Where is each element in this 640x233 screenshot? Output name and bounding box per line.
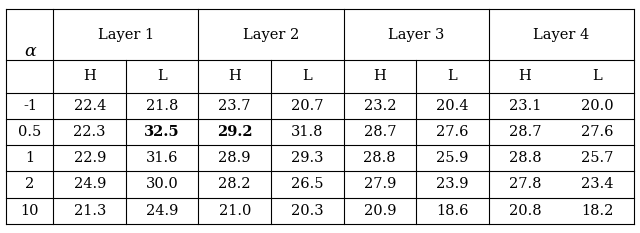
Text: 20.9: 20.9 <box>364 204 396 218</box>
Text: 28.7: 28.7 <box>364 125 396 139</box>
Text: 31.8: 31.8 <box>291 125 323 139</box>
Text: -1: -1 <box>23 99 37 113</box>
Text: 27.9: 27.9 <box>364 178 396 192</box>
Text: 23.1: 23.1 <box>509 99 541 113</box>
Text: 28.8: 28.8 <box>509 151 541 165</box>
Text: Layer 2: Layer 2 <box>243 27 299 41</box>
Text: 20.7: 20.7 <box>291 99 323 113</box>
Text: 22.3: 22.3 <box>74 125 106 139</box>
Text: H: H <box>373 69 386 83</box>
Text: H: H <box>518 69 531 83</box>
Text: 23.4: 23.4 <box>581 178 614 192</box>
Text: 23.7: 23.7 <box>218 99 251 113</box>
Text: 31.6: 31.6 <box>146 151 179 165</box>
Text: 23.9: 23.9 <box>436 178 468 192</box>
Text: 23.2: 23.2 <box>364 99 396 113</box>
Text: 22.9: 22.9 <box>74 151 106 165</box>
Text: 26.5: 26.5 <box>291 178 323 192</box>
Text: 27.6: 27.6 <box>436 125 468 139</box>
Text: L: L <box>593 69 602 83</box>
Text: L: L <box>302 69 312 83</box>
Text: 25.9: 25.9 <box>436 151 468 165</box>
Text: 20.3: 20.3 <box>291 204 324 218</box>
Text: 28.2: 28.2 <box>218 178 251 192</box>
Text: 20.4: 20.4 <box>436 99 468 113</box>
Text: 1: 1 <box>26 151 35 165</box>
Text: 2: 2 <box>26 178 35 192</box>
Text: 18.2: 18.2 <box>581 204 614 218</box>
Text: 25.7: 25.7 <box>581 151 614 165</box>
Text: Layer 1: Layer 1 <box>98 27 154 41</box>
Text: 29.3: 29.3 <box>291 151 323 165</box>
Text: 24.9: 24.9 <box>74 178 106 192</box>
Text: 18.6: 18.6 <box>436 204 468 218</box>
Text: 21.0: 21.0 <box>218 204 251 218</box>
Text: 10: 10 <box>20 204 39 218</box>
Text: 24.9: 24.9 <box>146 204 179 218</box>
Text: H: H <box>83 69 96 83</box>
Text: H: H <box>228 69 241 83</box>
Text: Layer 3: Layer 3 <box>388 27 444 41</box>
Text: 28.8: 28.8 <box>364 151 396 165</box>
Text: 21.8: 21.8 <box>146 99 179 113</box>
Text: 30.0: 30.0 <box>146 178 179 192</box>
Text: 28.9: 28.9 <box>218 151 251 165</box>
Text: Layer 4: Layer 4 <box>533 27 589 41</box>
Text: 27.6: 27.6 <box>581 125 614 139</box>
Text: L: L <box>447 69 457 83</box>
Text: 20.0: 20.0 <box>581 99 614 113</box>
Text: 22.4: 22.4 <box>74 99 106 113</box>
Text: 32.5: 32.5 <box>145 125 180 139</box>
Text: L: L <box>157 69 167 83</box>
Text: 27.8: 27.8 <box>509 178 541 192</box>
Text: 28.7: 28.7 <box>509 125 541 139</box>
Text: 20.8: 20.8 <box>509 204 541 218</box>
Text: 0.5: 0.5 <box>19 125 42 139</box>
Text: 21.3: 21.3 <box>74 204 106 218</box>
Text: 29.2: 29.2 <box>217 125 253 139</box>
Text: α: α <box>24 43 36 60</box>
